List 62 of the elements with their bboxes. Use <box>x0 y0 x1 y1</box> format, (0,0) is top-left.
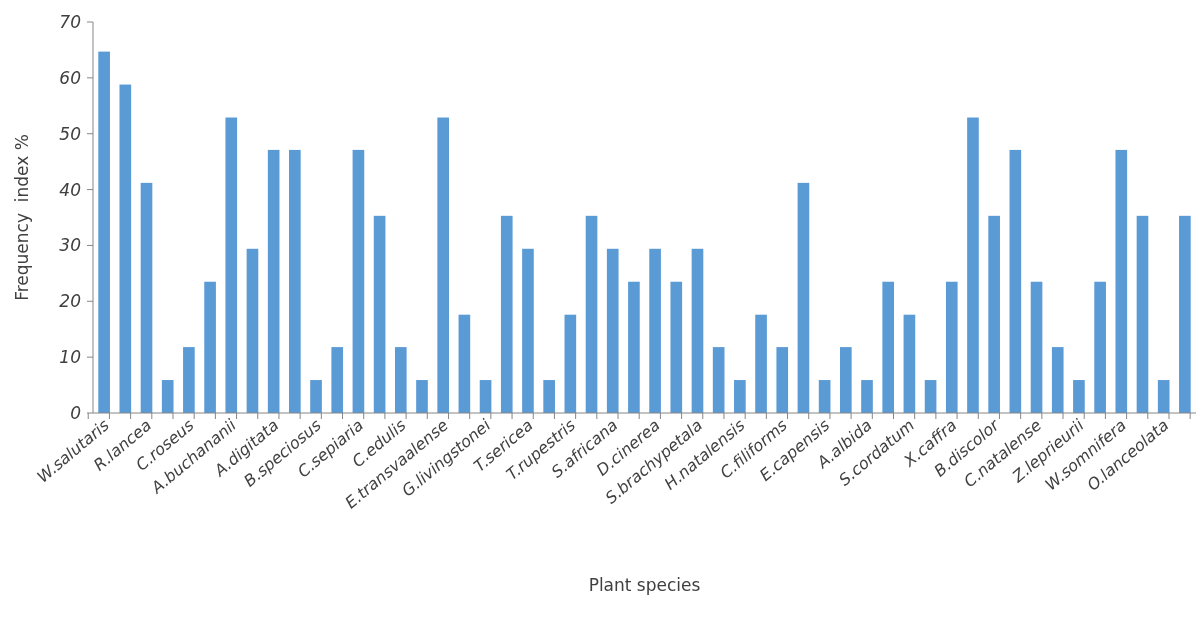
bar <box>225 117 238 413</box>
bar <box>1051 347 1064 413</box>
bar <box>331 347 344 413</box>
bar <box>1073 380 1085 413</box>
bar <box>373 215 386 413</box>
y-tick-label: 30 <box>59 235 81 256</box>
bar <box>1115 149 1128 413</box>
bar <box>839 347 852 413</box>
bar <box>670 281 683 413</box>
bar <box>628 281 640 413</box>
bar <box>945 281 958 413</box>
bar <box>394 347 407 413</box>
bar <box>267 149 280 413</box>
y-axis-title: Frequency index % <box>12 134 32 301</box>
bar <box>882 281 895 413</box>
bar <box>1157 380 1170 413</box>
bar <box>140 182 153 413</box>
x-axis-title: Plant species <box>588 575 701 595</box>
bar <box>649 248 661 413</box>
bar <box>543 380 555 413</box>
bar <box>712 347 725 413</box>
bar <box>967 117 979 413</box>
bar <box>479 380 492 413</box>
bar <box>734 380 746 413</box>
bar <box>755 314 767 413</box>
bar <box>776 347 789 413</box>
bar <box>1009 149 1022 413</box>
bar <box>1136 215 1149 413</box>
bar <box>204 281 216 413</box>
bar <box>437 117 450 413</box>
bar <box>1179 215 1191 413</box>
y-tick-label: 10 <box>59 347 81 368</box>
bar <box>98 51 110 413</box>
bar <box>310 380 322 413</box>
bar <box>1094 281 1106 413</box>
bar <box>161 380 174 413</box>
bar <box>818 380 831 413</box>
bar <box>1030 281 1043 413</box>
bar <box>564 314 577 413</box>
bar <box>924 380 937 413</box>
y-tick-label: 40 <box>59 179 81 200</box>
bar <box>691 248 704 413</box>
bar <box>500 215 513 413</box>
bar <box>988 215 1000 413</box>
bar <box>458 314 471 413</box>
bar <box>246 248 259 413</box>
bar <box>861 380 873 413</box>
bar <box>352 149 365 413</box>
y-tick-label: 20 <box>59 291 81 312</box>
bar <box>119 84 132 413</box>
bar <box>585 215 598 413</box>
bar <box>522 248 534 413</box>
y-tick-label: 70 <box>59 11 81 32</box>
bar <box>606 248 619 413</box>
y-tick-label: 50 <box>59 123 81 144</box>
bar <box>903 314 916 413</box>
y-tick-label: 60 <box>59 67 81 88</box>
y-tick-label: 0 <box>70 402 81 423</box>
bar <box>416 380 428 413</box>
bar <box>797 182 810 413</box>
bar <box>289 149 301 413</box>
bar <box>183 347 195 413</box>
